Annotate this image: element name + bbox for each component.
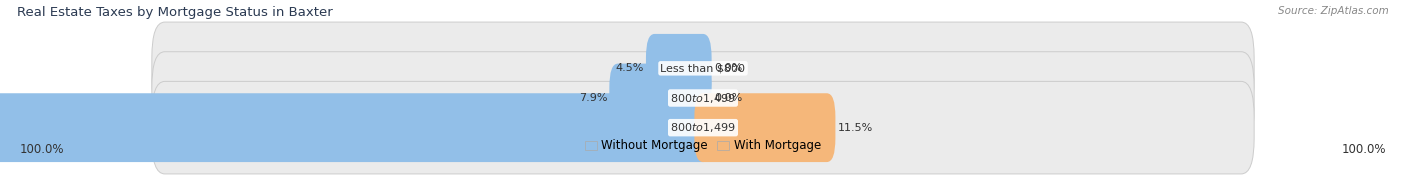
Text: 100.0%: 100.0% bbox=[20, 142, 63, 155]
FancyBboxPatch shape bbox=[152, 52, 1254, 144]
Text: 4.5%: 4.5% bbox=[616, 63, 644, 73]
Text: Source: ZipAtlas.com: Source: ZipAtlas.com bbox=[1278, 6, 1389, 16]
Legend: Without Mortgage, With Mortgage: Without Mortgage, With Mortgage bbox=[585, 140, 821, 152]
Text: $800 to $1,499: $800 to $1,499 bbox=[671, 121, 735, 134]
Text: 100.0%: 100.0% bbox=[1343, 142, 1386, 155]
Text: $800 to $1,499: $800 to $1,499 bbox=[671, 92, 735, 104]
FancyBboxPatch shape bbox=[645, 34, 711, 103]
Text: Less than $800: Less than $800 bbox=[661, 63, 745, 73]
Text: 11.5%: 11.5% bbox=[838, 123, 873, 133]
FancyBboxPatch shape bbox=[609, 64, 711, 132]
Text: 0.0%: 0.0% bbox=[714, 93, 742, 103]
FancyBboxPatch shape bbox=[695, 93, 835, 162]
FancyBboxPatch shape bbox=[0, 93, 711, 162]
FancyBboxPatch shape bbox=[152, 81, 1254, 174]
FancyBboxPatch shape bbox=[152, 22, 1254, 115]
Text: Real Estate Taxes by Mortgage Status in Baxter: Real Estate Taxes by Mortgage Status in … bbox=[17, 6, 333, 19]
Text: 7.9%: 7.9% bbox=[579, 93, 607, 103]
Text: 0.0%: 0.0% bbox=[714, 63, 742, 73]
